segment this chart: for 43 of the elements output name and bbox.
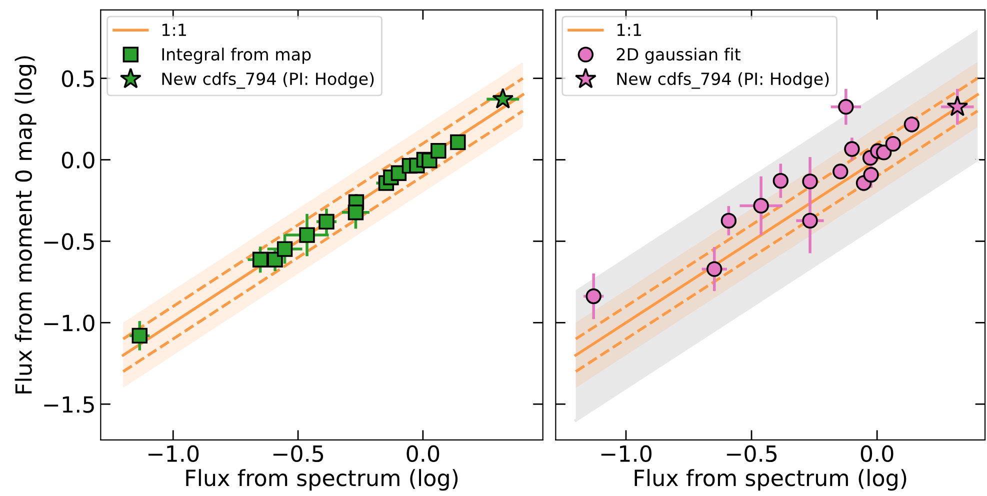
point [802,212,818,229]
point [720,212,737,229]
x-tick-label: 0.0 [406,445,440,462]
y-tick-label: −1.5 [44,396,94,413]
point [276,241,293,257]
x-axis-title: Flux from spectrum (log) [634,469,906,491]
legend-label: Integral from map [162,48,311,64]
point [132,328,148,344]
x-axis-title: Flux from spectrum (log) [186,469,458,491]
point [252,252,268,268]
point [885,136,901,152]
x-tick-label: −0.5 [273,445,324,462]
point [802,174,818,190]
legend-label: 2D gaussian fit [616,48,740,64]
y-axis-title: Flux from moment 0 map (log) [14,56,36,394]
point [772,172,788,189]
point [832,164,848,180]
legend-label: New cdfs_794 (PI: Hodge) [617,72,829,89]
point [348,204,364,220]
point [318,214,334,230]
legend-label: 1:1 [618,24,641,36]
point [838,98,854,115]
y-tick-label: 0.5 [62,70,94,88]
y-tick-label: −1.0 [44,314,94,332]
x-tick-label: −0.5 [726,445,777,462]
y-tick-label: −0.5 [44,233,94,250]
point [492,88,514,109]
point [844,141,860,157]
point [904,116,920,132]
point [450,134,466,150]
legend-label: New cdfs_794 (PI: Hodge) [162,72,374,89]
point [753,198,769,214]
point [299,227,315,243]
x-tick-label: −1.0 [148,445,199,462]
x-tick-label: −1.0 [601,445,652,462]
x-tick-label: 0.0 [860,445,894,462]
point [946,96,968,116]
legend-label: 1:1 [162,24,186,36]
point [876,144,892,160]
y-tick-label: 0.0 [62,152,94,169]
point [586,288,602,304]
point [430,142,446,159]
point [706,261,722,277]
